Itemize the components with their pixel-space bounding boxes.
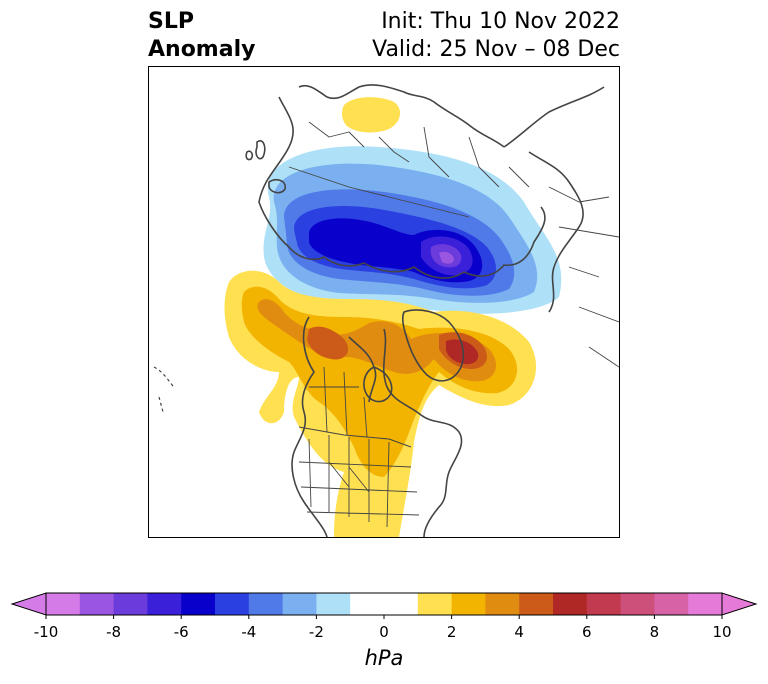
europe-borders xyxy=(288,121,530,218)
northern-europe-coast xyxy=(298,84,505,148)
colorbar-svg: -10 -8 -6 -4 -2 0 2 4 6 8 10 hPa xyxy=(10,592,758,670)
colorbar-swatch xyxy=(316,593,351,615)
title-right: Init: Thu 10 Nov 2022 Valid: 25 Nov – 08… xyxy=(372,8,620,64)
colorbar-tick-label: 6 xyxy=(582,623,592,641)
greenland-coast xyxy=(401,309,465,382)
aleutians xyxy=(153,366,175,413)
colorbar-swatch xyxy=(688,593,723,615)
colorbar-swatch xyxy=(181,593,216,615)
eurasia-coast xyxy=(258,96,546,279)
colorbar-swatch xyxy=(620,593,655,615)
colorbar-swatch xyxy=(248,593,284,615)
title-variable-type: Anomaly xyxy=(148,37,256,62)
contour-plus-5 xyxy=(445,339,479,365)
contour-minus-8 xyxy=(439,251,454,264)
state-borders xyxy=(298,435,420,528)
contour-plus-4 xyxy=(307,326,487,369)
colorbar-tick-label: 4 xyxy=(514,623,524,641)
colorbar-swatch xyxy=(384,593,419,615)
contour-plus-scandinavia xyxy=(341,97,401,133)
coastlines-and-borders xyxy=(153,84,619,537)
east-asia-borders xyxy=(548,186,619,368)
colorbar-extend-over xyxy=(721,592,758,616)
colorbar-tick-label: 10 xyxy=(712,623,731,641)
colorbar-swatch xyxy=(654,593,689,615)
valid-range: Valid: 25 Nov – 08 Dec xyxy=(372,37,620,62)
contour-plus-3 xyxy=(257,299,496,382)
colorbar-swatch xyxy=(586,593,622,615)
colorbar-extend-under xyxy=(10,592,47,616)
colorbar-tick-label: 2 xyxy=(447,623,457,641)
init-date: Init: Thu 10 Nov 2022 xyxy=(381,9,620,34)
colorbar-swatch xyxy=(282,593,317,615)
colorbar-tick-label: 0 xyxy=(379,623,389,641)
asia-coast xyxy=(503,86,605,313)
colorbar-tick-label: -8 xyxy=(106,623,121,641)
colorbar-tick-label: -6 xyxy=(174,623,189,641)
colorbar-tick-label: -2 xyxy=(309,623,324,641)
anomaly-map xyxy=(148,66,620,538)
colorbar-tick-label: -4 xyxy=(241,623,256,641)
colorbar-swatch xyxy=(46,593,81,615)
colorbar-tick-label: 8 xyxy=(650,623,660,641)
colorbar-swatch xyxy=(350,593,385,615)
iceland xyxy=(268,179,287,194)
uk-ireland xyxy=(245,140,266,161)
canada-provinces xyxy=(309,366,368,438)
colorbar-swatch xyxy=(417,593,453,615)
title-left: SLP Anomaly xyxy=(148,8,255,64)
colorbar-swatch xyxy=(519,593,554,615)
colorbar-tick-label: -10 xyxy=(34,623,59,641)
colorbar-swatch xyxy=(215,593,250,615)
colorbar-swatch xyxy=(451,593,486,615)
colorbar-swatch xyxy=(79,593,115,615)
title-variable: SLP xyxy=(148,9,194,34)
colorbar-swatch xyxy=(485,593,520,615)
colorbar-swatch xyxy=(113,593,148,615)
canada-us-border xyxy=(298,426,412,448)
colorbar-swatch xyxy=(553,593,588,615)
positive-anomaly-region xyxy=(224,270,537,537)
map-svg xyxy=(153,84,619,537)
colorbar-swatch xyxy=(147,593,182,615)
hudson-bay xyxy=(363,366,393,403)
colorbar-unit-label: hPa xyxy=(365,646,404,670)
negative-anomaly-region xyxy=(263,146,562,314)
colorbar: -10 -8 -6 -4 -2 0 2 4 6 8 10 hPa xyxy=(10,588,758,678)
